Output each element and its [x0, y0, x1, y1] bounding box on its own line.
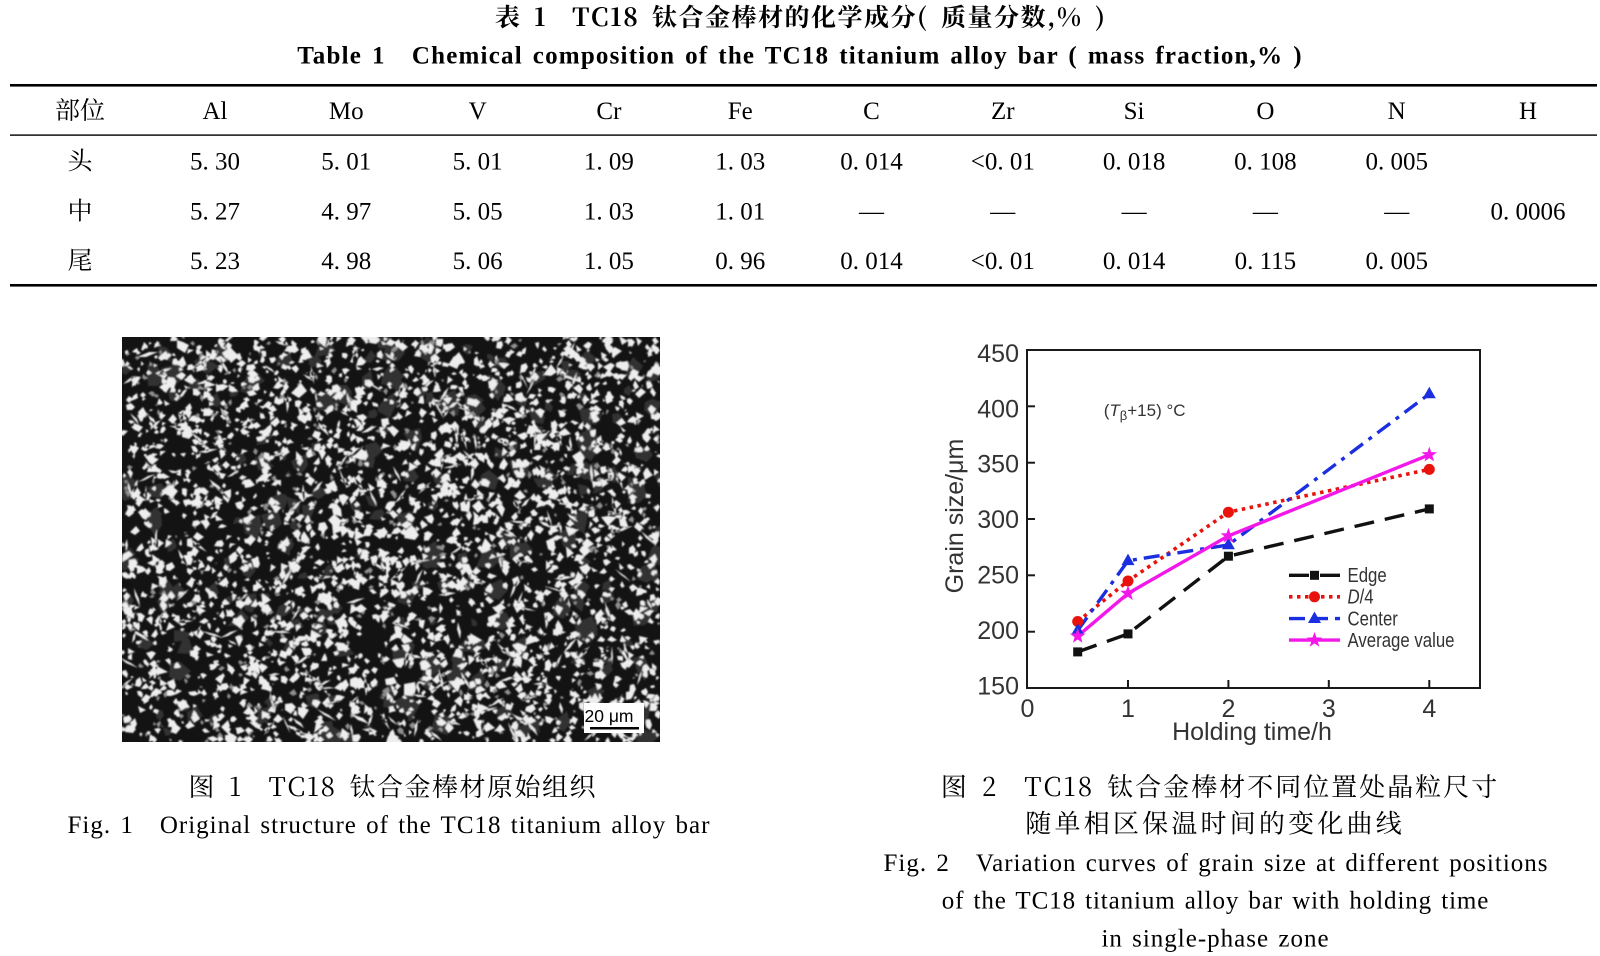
svg-text:0. 005: 0. 005 — [1365, 149, 1428, 176]
svg-text:250: 250 — [977, 562, 1019, 590]
svg-text:Mo: Mo — [329, 98, 364, 125]
svg-text:<0. 01: <0. 01 — [971, 149, 1035, 176]
svg-text:—: — — [858, 199, 885, 226]
svg-text:5. 01: 5. 01 — [321, 149, 371, 176]
svg-text:V: V — [469, 98, 487, 125]
svg-text:in single-phase zone: in single-phase zone — [1101, 926, 1329, 953]
svg-text:5. 27: 5. 27 — [190, 199, 240, 226]
svg-text:Average value: Average value — [1348, 629, 1455, 652]
svg-text:—: — — [989, 199, 1016, 226]
svg-text:0. 96: 0. 96 — [715, 248, 765, 275]
svg-text:1. 01: 1. 01 — [715, 199, 765, 226]
svg-text:400: 400 — [977, 395, 1019, 423]
svg-text:20 μm: 20 μm — [585, 706, 634, 726]
svg-text:0. 005: 0. 005 — [1365, 248, 1428, 275]
svg-text:1: 1 — [1121, 695, 1135, 723]
svg-text:0. 0006: 0. 0006 — [1491, 199, 1566, 226]
svg-text:1. 09: 1. 09 — [584, 149, 634, 176]
svg-text:5. 30: 5. 30 — [190, 149, 240, 176]
svg-text:450: 450 — [977, 340, 1019, 368]
svg-text:Holding time/h: Holding time/h — [1172, 718, 1332, 746]
svg-text:—: — — [1383, 199, 1410, 226]
svg-text:3: 3 — [1322, 695, 1336, 723]
svg-text:(Tβ+15) °C: (Tβ+15) °C — [1104, 401, 1186, 423]
svg-text:Fig. 2 Variation curves of gra: Fig. 2 Variation curves of grain size at… — [884, 850, 1549, 877]
svg-text:5. 05: 5. 05 — [453, 199, 503, 226]
svg-text:5. 23: 5. 23 — [190, 248, 240, 275]
svg-text:Table 1 Chemical composition o: Table 1 Chemical composition of the TC18… — [297, 43, 1303, 70]
svg-text:0. 108: 0. 108 — [1234, 149, 1297, 176]
svg-text:Si: Si — [1124, 98, 1145, 125]
svg-text:Zr: Zr — [991, 98, 1015, 125]
svg-text:—: — — [1252, 199, 1279, 226]
svg-text:0: 0 — [1021, 695, 1035, 723]
svg-text:Center: Center — [1348, 607, 1398, 630]
svg-text:300: 300 — [977, 506, 1019, 534]
svg-text:5. 06: 5. 06 — [453, 248, 503, 275]
svg-text:2: 2 — [1221, 695, 1235, 723]
svg-text:4. 97: 4. 97 — [321, 199, 371, 226]
svg-text:Fig. 1 Original structure of t: Fig. 1 Original structure of the TC18 ti… — [68, 812, 711, 839]
svg-text:—: — — [1121, 199, 1148, 226]
svg-text:N: N — [1388, 98, 1406, 125]
svg-text:0. 014: 0. 014 — [840, 248, 903, 275]
svg-text:H: H — [1519, 98, 1537, 125]
svg-text:1. 03: 1. 03 — [584, 199, 634, 226]
svg-text:1. 05: 1. 05 — [584, 248, 634, 275]
svg-text:0. 014: 0. 014 — [840, 149, 903, 176]
svg-text:0. 115: 0. 115 — [1235, 248, 1297, 275]
svg-text:0. 014: 0. 014 — [1103, 248, 1166, 275]
svg-text:5. 01: 5. 01 — [453, 149, 503, 176]
svg-text:of the TC18 titanium alloy bar: of the TC18 titanium alloy bar with hold… — [942, 888, 1490, 915]
svg-text:200: 200 — [977, 617, 1019, 645]
svg-text:Edge: Edge — [1348, 564, 1387, 587]
svg-text:4: 4 — [1422, 695, 1436, 723]
svg-text:D/4: D/4 — [1348, 585, 1374, 608]
svg-text:Grain size/μm: Grain size/μm — [941, 439, 969, 594]
svg-text:Al: Al — [203, 98, 228, 125]
svg-text:4. 98: 4. 98 — [321, 248, 371, 275]
svg-text:C: C — [863, 98, 880, 125]
svg-text:1. 03: 1. 03 — [715, 149, 765, 176]
svg-text:150: 150 — [977, 672, 1019, 700]
svg-text:<0. 01: <0. 01 — [971, 248, 1035, 275]
svg-text:0. 018: 0. 018 — [1103, 149, 1166, 176]
svg-text:Cr: Cr — [596, 98, 622, 125]
svg-text:Fe: Fe — [728, 98, 753, 125]
svg-text:O: O — [1256, 98, 1274, 125]
svg-text:350: 350 — [977, 451, 1019, 479]
